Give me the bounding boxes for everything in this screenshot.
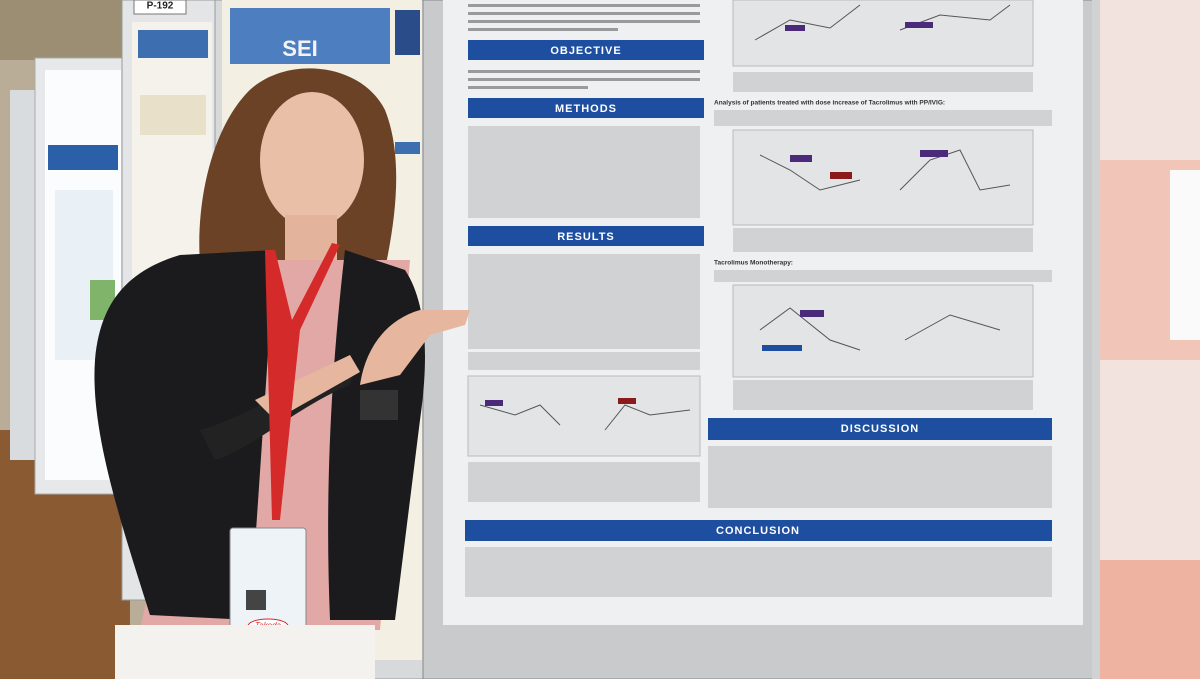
- text-block: [468, 126, 700, 218]
- section-bar: [468, 98, 704, 118]
- poster-sei-tag: [395, 142, 420, 154]
- section-bar: [465, 520, 1052, 541]
- figure-line: [904, 314, 1001, 341]
- figure-label: [618, 398, 636, 404]
- text-block: [733, 228, 1033, 252]
- figure-label: [920, 150, 948, 157]
- lanyard: [265, 243, 340, 520]
- text-block: [733, 380, 1033, 410]
- text-line: [468, 28, 618, 31]
- pants: [115, 625, 375, 679]
- figure-label: [790, 155, 812, 162]
- section-bar: [708, 418, 1052, 440]
- poster-sei-logo: SEI: [282, 36, 317, 61]
- hand-right: [360, 310, 470, 385]
- poster-sei-emblem: [395, 10, 420, 55]
- figure-label: [785, 25, 805, 31]
- text-block: [465, 547, 1052, 597]
- figure-panel: [732, 129, 1034, 226]
- figure-label: [485, 400, 503, 406]
- section-heading: RESULTS: [557, 231, 615, 243]
- text-block: [468, 352, 700, 370]
- text-line: [468, 4, 700, 7]
- text-block: [714, 270, 1052, 282]
- figure-label: [830, 172, 852, 179]
- text-block: [733, 72, 1033, 92]
- text-line: [468, 70, 700, 73]
- figure-label: [762, 345, 802, 351]
- text-block: [708, 446, 1052, 508]
- section-heading: DISCUSSION: [841, 423, 919, 435]
- subheading: Tacrolimus Monotherapy:: [714, 260, 793, 267]
- face: [260, 92, 364, 228]
- poster-text-left: [468, 4, 700, 370]
- figure-line: [479, 404, 561, 426]
- figure-label: [800, 310, 824, 317]
- poster-sei-header: [230, 8, 390, 64]
- jacket-left: [94, 250, 275, 620]
- section-bar: [468, 40, 704, 60]
- poster-right-footer: [1100, 560, 1200, 679]
- board-number: P-192: [147, 1, 174, 12]
- wall-top: [0, 0, 130, 60]
- section-heading: OBJECTIVE: [550, 45, 621, 57]
- figure-panel: [732, 284, 1034, 378]
- figure-panel: [467, 375, 701, 457]
- text-line: [468, 20, 700, 23]
- text-block: [468, 462, 700, 502]
- text-block: [468, 254, 700, 349]
- text-line: [468, 12, 700, 15]
- poster-p192-banner: [138, 30, 208, 58]
- figure-panel: [732, 0, 1034, 67]
- section-heading: METHODS: [555, 103, 617, 115]
- figure-line: [604, 404, 691, 431]
- figure-label: [905, 22, 933, 28]
- section-heading: CONCLUSION: [716, 525, 800, 537]
- figure-line: [754, 4, 861, 41]
- poster-p192-box: [140, 95, 206, 135]
- text-line: [468, 78, 700, 81]
- board-number-plate: [133, 0, 187, 15]
- wrist-strap: [360, 390, 398, 420]
- subheading: Analysis of patients treated with dose i…: [714, 100, 945, 107]
- section-bar: [468, 226, 704, 246]
- figure-line: [759, 307, 861, 351]
- badge-qr: [246, 590, 266, 610]
- text-block: [714, 110, 1052, 126]
- poster-right-figure: [1170, 170, 1200, 340]
- text-line: [468, 86, 588, 89]
- poster-left-banner: [48, 145, 118, 170]
- figure-line: [759, 154, 861, 191]
- figure-line: [899, 149, 1011, 191]
